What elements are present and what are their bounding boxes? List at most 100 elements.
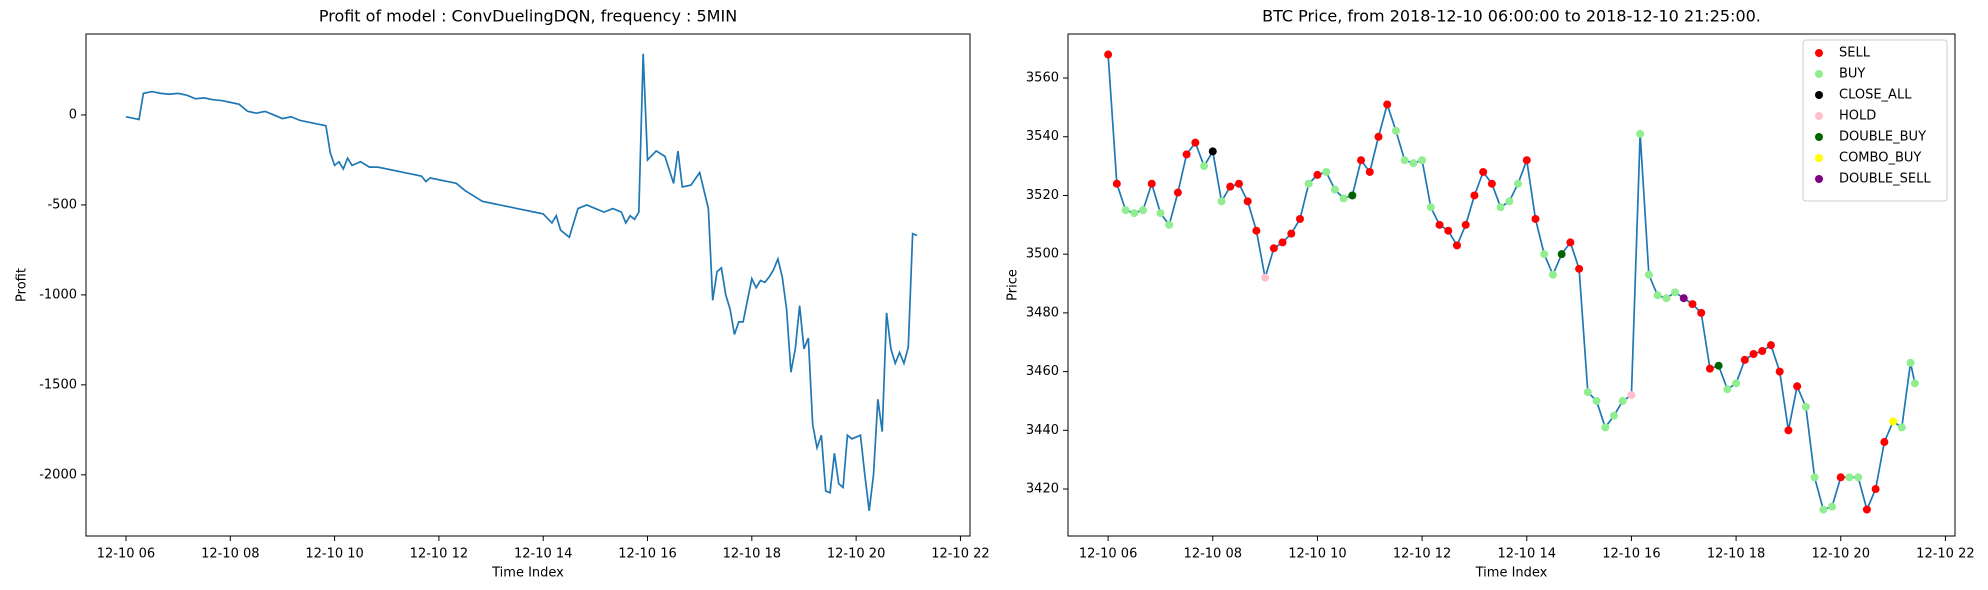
action-marker [1897,423,1906,432]
action-marker [1226,182,1235,191]
action-marker [1374,132,1383,141]
action-marker [1810,473,1819,482]
action-marker [1636,129,1645,138]
action-marker [1557,250,1566,259]
action-marker [1828,502,1837,511]
y-tick-label: -1500 [39,377,77,392]
action-marker [1644,270,1653,279]
x-tick-label: 12-10 22 [931,547,989,562]
action-marker [1112,179,1121,188]
action-marker [1601,423,1610,432]
y-tick-label: 3520 [1026,188,1059,203]
action-marker [1304,179,1313,188]
action-marker [1383,100,1392,109]
action-marker [1391,126,1400,135]
action-marker [1723,385,1732,394]
action-marker [1548,270,1557,279]
action-marker [1287,229,1296,238]
x-tick-label: 12-10 08 [201,547,259,562]
y-axis-label: Profit [15,268,30,302]
action-marker [1889,417,1898,426]
y-tick-label: -2000 [39,467,77,482]
legend-marker [1815,70,1823,78]
action-marker [1514,179,1523,188]
action-marker [1165,220,1174,229]
action-marker [1243,197,1252,206]
y-tick-label: 3460 [1026,364,1059,379]
action-marker [1749,349,1758,358]
x-axis-label: Time Index [1475,566,1548,581]
chart-title: BTC Price, from 2018-12-10 06:00:00 to 2… [1262,7,1761,26]
legend-marker [1815,49,1823,57]
action-marker [1234,179,1243,188]
action-marker [1121,206,1130,215]
action-marker [1910,379,1919,388]
action-marker [1679,294,1688,303]
action-marker [1880,438,1889,447]
action-marker [1139,206,1148,215]
action-marker [1862,505,1871,514]
legend-marker [1815,154,1823,162]
x-axis-label: Time Index [491,566,564,581]
action-marker [1130,209,1139,218]
action-marker [1339,194,1348,203]
action-marker [1592,396,1601,405]
action-marker [1566,238,1575,247]
price-line [125,53,918,511]
y-tick-label: 3540 [1026,129,1059,144]
action-marker [1418,156,1427,165]
action-marker [1261,273,1270,282]
action-marker [1653,291,1662,300]
action-marker [1191,138,1200,147]
action-marker [1313,170,1322,179]
action-marker [1452,241,1461,250]
legend-label: BUY [1839,67,1865,82]
action-marker [1173,188,1182,197]
action-marker [1845,473,1854,482]
x-tick-label: 12-10 12 [1393,547,1451,562]
action-marker [1269,244,1278,253]
action-marker [1252,226,1261,235]
action-marker [1540,250,1549,259]
legend-marker [1815,91,1823,99]
action-marker [1496,203,1505,212]
action-marker [1147,179,1156,188]
action-marker [1766,341,1775,350]
x-tick-label: 12-10 06 [97,547,155,562]
action-marker [1357,156,1366,165]
x-tick-label: 12-10 14 [514,547,572,562]
action-marker [1801,402,1810,411]
x-tick-label: 12-10 22 [1916,547,1974,562]
x-tick-label: 12-10 08 [1184,547,1242,562]
legend-marker [1815,112,1823,120]
y-tick-label: 3500 [1026,247,1059,262]
plot: BTC Price, from 2018-12-10 06:00:00 to 2… [1006,7,1975,581]
legend-label: SELL [1839,46,1871,61]
axes-frame [85,33,971,537]
action-marker [1854,473,1863,482]
x-tick-label: 12-10 06 [1079,547,1137,562]
action-marker [1322,167,1331,176]
action-marker [1775,367,1784,376]
action-marker [1365,167,1374,176]
legend-label: CLOSE_ALL [1839,88,1912,103]
action-marker [1697,308,1706,317]
chart-title: Profit of model : ConvDuelingDQN, freque… [319,7,737,26]
legend-label: HOLD [1839,109,1876,124]
action-marker [1505,197,1514,206]
action-marker [1330,185,1339,194]
action-marker [1714,361,1723,370]
y-tick-label: 3420 [1026,482,1059,497]
x-tick-label: 12-10 20 [827,547,885,562]
x-tick-label: 12-10 16 [618,547,676,562]
action-marker [1583,388,1592,397]
action-marker [1662,294,1671,303]
x-tick-label: 12-10 10 [305,547,363,562]
action-marker [1435,220,1444,229]
action-marker [1836,473,1845,482]
legend-label: DOUBLE_BUY [1839,130,1926,145]
plot: Profit of model : ConvDuelingDQN, freque… [15,7,990,581]
action-marker [1758,347,1767,356]
axes-frame [1067,33,1956,537]
